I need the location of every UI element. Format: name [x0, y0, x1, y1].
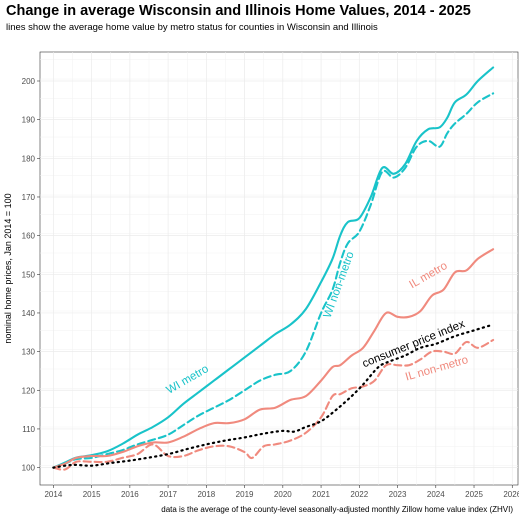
- series-line-wi-non-metro: [52, 92, 495, 469]
- x-tick-label: 2019: [236, 490, 254, 499]
- x-tick-label: 2024: [427, 490, 445, 499]
- x-tick-label: 2016: [121, 490, 139, 499]
- x-tick-label: 2020: [274, 490, 292, 499]
- plot-panel: [39, 51, 519, 486]
- y-tick-label: 200: [22, 77, 36, 86]
- grid-minor: [40, 52, 518, 485]
- x-tick-label: 2026: [503, 490, 519, 499]
- y-tick-label: 100: [22, 464, 36, 473]
- series-line-consumer-price-index: [52, 323, 495, 469]
- y-tick-label: 140: [22, 309, 36, 318]
- y-tick-label: 150: [22, 270, 36, 279]
- x-tick-label: 2023: [389, 490, 407, 499]
- y-tick-label: 180: [22, 154, 36, 163]
- series-lines: [52, 66, 495, 471]
- series-line-il-metro: [52, 248, 495, 469]
- x-tick-label: 2018: [197, 490, 215, 499]
- y-tick-label: 170: [22, 193, 36, 202]
- x-tick-label: 2014: [44, 490, 62, 499]
- x-tick-label: 2022: [350, 490, 368, 499]
- series-line-wi-metro: [52, 66, 495, 469]
- y-tick-label: 160: [22, 232, 36, 241]
- chart-caption: data is the average of the county-level …: [161, 505, 513, 514]
- x-tick-label: 2015: [83, 490, 101, 499]
- y-tick-label: 130: [22, 348, 36, 357]
- series-line-il-non-metro: [52, 338, 495, 471]
- y-axis-title: nominal home prices, Jan 2014 = 100: [3, 193, 13, 343]
- chart-title: Change in average Wisconsin and Illinois…: [6, 3, 471, 19]
- chart-subtitle: lines show the average home value by met…: [6, 22, 378, 33]
- y-tick-label: 120: [22, 386, 36, 395]
- axis-ticks: 100 110 120 130 140 150 160 170 180 190 200 2014 201…: [22, 77, 519, 499]
- y-tick-label: 190: [22, 116, 36, 125]
- x-tick-label: 2021: [312, 490, 330, 499]
- y-tick-label: 110: [22, 425, 35, 434]
- x-tick-label: 2017: [159, 490, 177, 499]
- grid-major: [40, 52, 518, 485]
- x-tick-label: 2025: [465, 490, 483, 499]
